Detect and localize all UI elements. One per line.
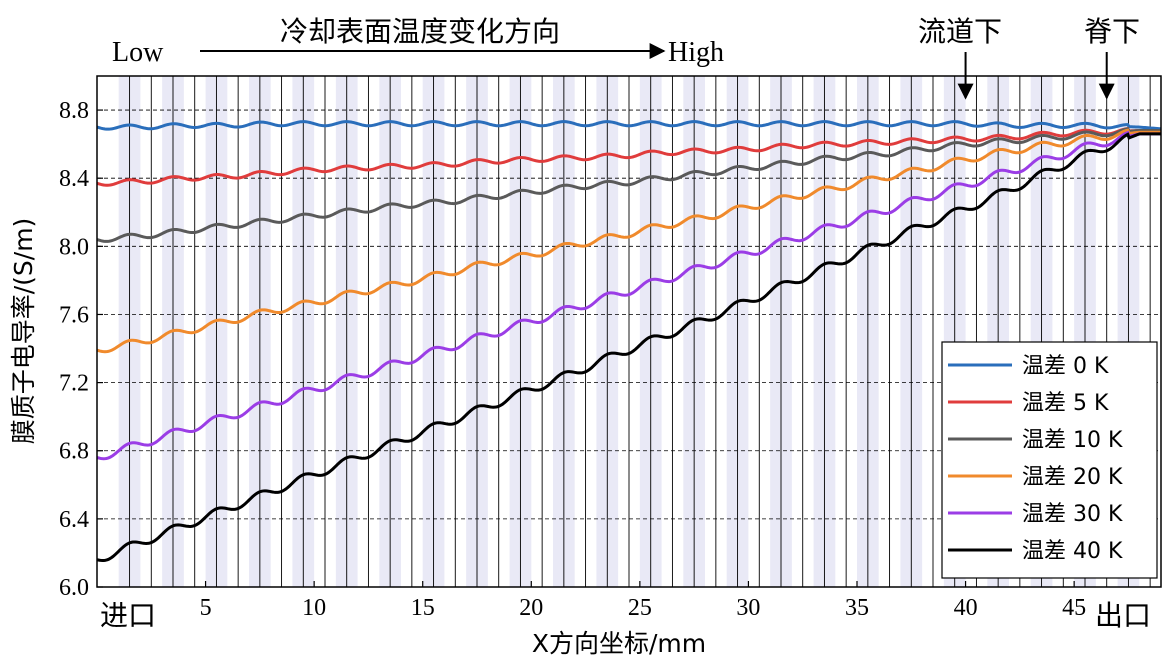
x-tick-label: 40 (954, 595, 978, 621)
annotation-high: High (668, 37, 724, 68)
annotation-low: Low (112, 37, 164, 68)
x-tick-label: 10 (302, 595, 326, 621)
y-tick-label: 6.8 (59, 439, 89, 465)
annotation-channel-below: 流道下 (918, 15, 1002, 48)
y-axis-ticks: 6.0 6.4 6.8 7.2 7.6 8.0 8.4 8.8 (59, 98, 103, 601)
legend-label: 温差 0 K (1022, 354, 1109, 379)
series-line (97, 132, 1161, 563)
legend-label: 温差 20 K (1022, 465, 1123, 490)
series-line (97, 120, 1161, 131)
x-edge-label-outlet: 出口 (1095, 599, 1151, 632)
x-tick-label: 5 (200, 595, 212, 621)
x-tick-label: 35 (845, 595, 869, 621)
x-tick-label: 20 (519, 595, 543, 621)
legend-label: 温差 5 K (1022, 391, 1109, 416)
x-axis-title: X方向坐标/mm (532, 629, 706, 658)
x-tick-label: 45 (1062, 595, 1086, 621)
x-tick-label: 15 (411, 595, 435, 621)
y-tick-label: 8.4 (59, 166, 89, 192)
legend-label: 温差 30 K (1022, 502, 1123, 527)
y-axis-title: 膜质子电导率/(S/m) (9, 218, 38, 445)
x-axis-ticks: 5 10 15 20 25 30 35 40 45 (200, 581, 1086, 621)
legend-box (941, 341, 1158, 579)
y-tick-label: 7.2 (59, 371, 89, 397)
series-line (97, 128, 1161, 354)
x-tick-label: 25 (628, 595, 652, 621)
legend-label: 温差 10 K (1022, 428, 1123, 453)
annotation-ridge-below: 脊下 (1084, 15, 1140, 48)
x-edge-label-inlet: 进口 (100, 599, 156, 632)
y-tick-label: 7.6 (59, 302, 89, 328)
series-line (97, 130, 1161, 461)
y-tick-label: 8.0 (59, 234, 89, 260)
legend-label: 温差 40 K (1022, 539, 1123, 564)
x-tick-label: 30 (736, 595, 760, 621)
series-lines (97, 120, 1161, 563)
annotation-arrow-label: 冷却表面温度变化方向 (280, 15, 560, 48)
y-tick-label: 6.4 (59, 507, 89, 533)
series-line (97, 127, 1161, 187)
plot-frame (96, 75, 1162, 588)
y-tick-label: 8.8 (59, 98, 89, 124)
series-line (97, 127, 1161, 243)
legend: 温差 0 K 温差 5 K 温差 10 K 温差 20 K 温差 30 K 温差 40 K (941, 341, 1158, 579)
y-tick-label: 6.0 (59, 575, 89, 601)
